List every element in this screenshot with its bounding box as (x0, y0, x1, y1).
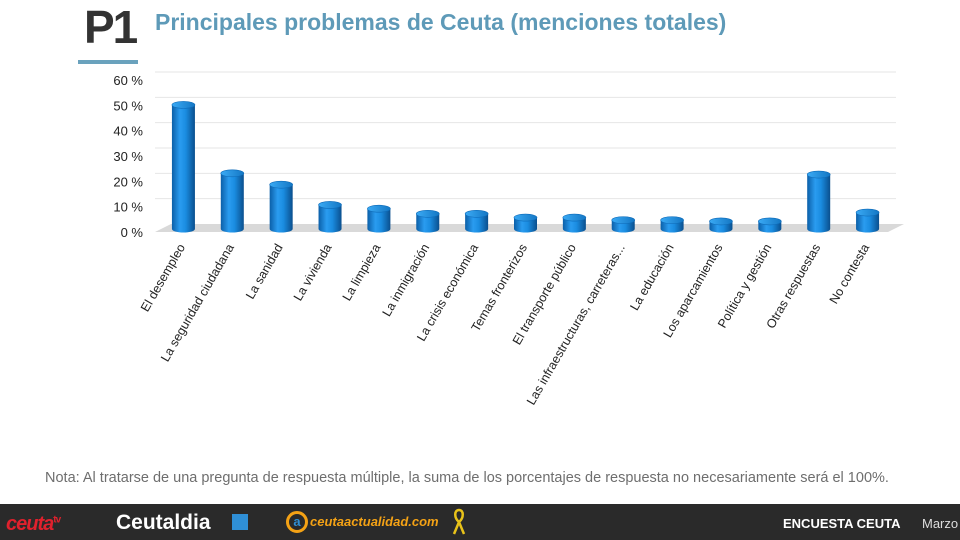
y-tick-label: 10 % (113, 200, 143, 215)
x-tick-label: La limpieza (340, 241, 384, 303)
y-tick-label: 40 % (113, 124, 143, 139)
bar (269, 180, 293, 233)
survey-label: ENCUESTA CEUTA (783, 516, 901, 531)
x-tick-label: Las infraestructuras, carreteras... (524, 242, 628, 408)
survey-month: Marzo (922, 516, 959, 531)
x-tick-label: Política y gestión (715, 241, 774, 330)
footnote: Nota: Al tratarse de una pregunta de res… (45, 470, 889, 486)
bar (415, 210, 440, 233)
chart-title: Principales problemas de Ceuta (mencione… (155, 9, 727, 35)
y-tick-label: 0 % (121, 225, 144, 240)
x-tick-label: La educación (627, 241, 676, 312)
badge-underline (78, 60, 138, 64)
footer-bar: ceutatv Ceutaldia a ceutaactualidad.com … (0, 504, 960, 540)
x-tick-label: No contesta (827, 241, 873, 306)
bar (171, 101, 196, 233)
question-badge: P1 (84, 1, 138, 53)
bar (513, 213, 538, 233)
ribbon-icon (452, 508, 466, 535)
bar (367, 204, 391, 233)
bar (318, 201, 342, 233)
bar (709, 217, 733, 233)
x-tick-label: La sanidad (243, 241, 286, 301)
x-tick-label: El desempleo (138, 241, 188, 314)
ceutaactualidad-at-icon: a (286, 511, 308, 533)
y-tick-label: 60 % (113, 73, 143, 88)
bar (464, 210, 489, 233)
y-tick-label: 50 % (113, 98, 143, 113)
ceutaactualidad-logo: ceutaactualidad.com (310, 514, 439, 529)
y-tick-label: 20 % (113, 174, 143, 189)
bar (220, 169, 245, 233)
x-tick-label: Otras respuestas (764, 242, 824, 331)
bar-chart: 0 % 10 % 20 % 30 % 40 % 50 % 60 % El desempleo… (113, 71, 904, 408)
x-tick-label: La vivienda (291, 241, 335, 303)
ceutaldia-logo: Ceutaldia (116, 511, 211, 534)
x-tick-label: La inmigración (380, 241, 433, 318)
bar (855, 208, 880, 233)
y-tick-label: 30 % (113, 149, 143, 164)
ceutaldia-square-icon (232, 514, 248, 530)
bar (758, 217, 782, 233)
bar (611, 216, 636, 233)
bar (660, 216, 684, 233)
bar (562, 213, 587, 233)
ceutatv-logo: ceutatv (6, 513, 61, 535)
bar (806, 170, 831, 233)
